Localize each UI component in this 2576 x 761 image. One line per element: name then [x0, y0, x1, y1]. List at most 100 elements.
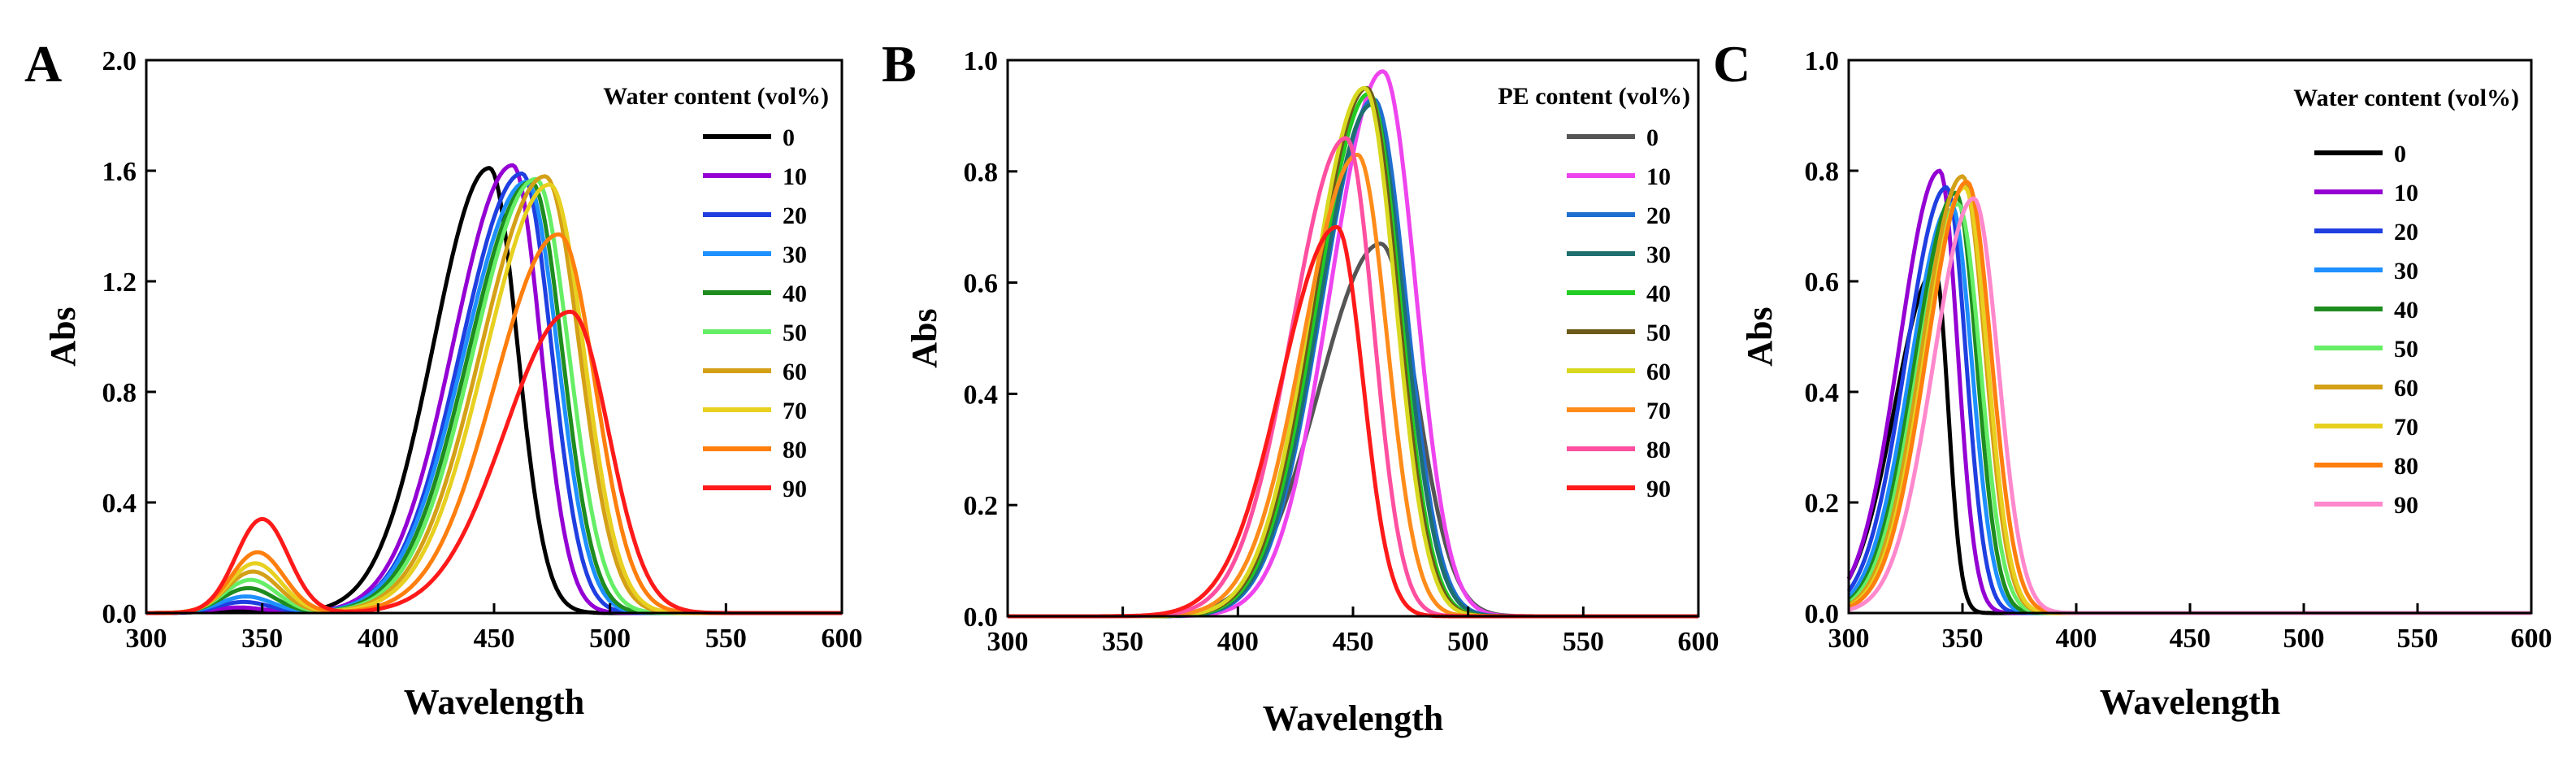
panel-b-x-tick-label: 500: [1447, 627, 1489, 657]
panel-a-series-40-line: [146, 180, 842, 615]
panel-b-series-80-line: [1008, 136, 1698, 619]
panel-b-legend-label-20: 20: [1646, 202, 1671, 229]
panel-b-series-90-line: [1008, 224, 1698, 619]
panel-b-x-tick-label: 300: [987, 627, 1029, 657]
panel-c-legend-label-20: 20: [2394, 219, 2418, 246]
panel-a-series-50-line: [146, 176, 842, 615]
panel-a-legend-title: Water content (vol%): [603, 83, 829, 110]
panel-b-series-40-line: [1008, 91, 1698, 619]
panel-b-legend-label-60: 60: [1646, 359, 1671, 385]
panel-c-legend-label-10: 10: [2394, 180, 2418, 207]
panel-b-legend-title: PE content (vol%): [1498, 83, 1690, 110]
panel-a-y-tick-label: 1.2: [102, 267, 137, 298]
panel-b-legend-label-40: 40: [1646, 280, 1671, 307]
panel-c-x-tick-label: 600: [2511, 624, 2552, 654]
panel-b-legend-label-70: 70: [1646, 398, 1671, 424]
panel-a-x-tick-label: 450: [474, 624, 515, 654]
panel-c-y-tick-label: 0.4: [1805, 378, 1840, 408]
panel-b-x-ticks: 300 350 400 450 500 550 600: [987, 607, 1720, 657]
panel-b-series-30-line: [1008, 102, 1698, 619]
panel-c-y-axis-label: Abs: [1740, 307, 1780, 366]
panel-a-x-tick-label: 350: [241, 624, 283, 654]
panel-a-y-tick-label: 2.0: [102, 46, 137, 76]
panel-a-series-90-line: [146, 309, 842, 615]
panel-c-x-tick-label: 450: [2170, 624, 2211, 654]
panel-a-x-tick-label: 600: [822, 624, 863, 654]
panel-c-y-tick-label: 0.6: [1805, 267, 1840, 298]
panel-b-legend-label-90: 90: [1646, 476, 1671, 502]
panel-a-chart: A 300 350 400 450 500 550 600 0.00.40.81.21.62…: [24, 35, 863, 722]
panel-c-legend-label-50: 50: [2394, 336, 2418, 363]
panel-a-legend-label-90: 90: [783, 476, 807, 502]
panel-b-y-tick-label: 0.4: [964, 380, 999, 410]
panel-b-x-tick-label: 450: [1333, 627, 1374, 657]
panel-c-series-0-line: [1846, 267, 2531, 615]
panel-b-x-tick-label: 400: [1217, 627, 1259, 657]
panel-b-y-tick-label: 1.0: [964, 46, 999, 76]
panel-b-chart: B 300 350 400 450 500 550 600 0.00.20.40.60.81…: [882, 35, 1720, 738]
panel-b-y-tick-label: 0.0: [964, 602, 999, 633]
panel-b-legend: 0 10 20 30 40 50 60 70 80 90: [1567, 124, 1671, 502]
panel-c-legend-label-0: 0: [2394, 141, 2406, 167]
panel-c-x-tick-label: 500: [2283, 624, 2325, 654]
panel-b-y-tick-label: 0.8: [964, 158, 999, 188]
panel-a-legend-label-10: 10: [783, 163, 807, 190]
panel-c-y-tick-label: 0.2: [1805, 489, 1840, 519]
panel-c-x-tick-label: 550: [2397, 624, 2439, 654]
panel-c-curves: [1846, 168, 2531, 615]
panel-b-series-50-line: [1008, 85, 1698, 619]
panel-a-legend-label-80: 80: [783, 437, 807, 463]
panel-c-x-axis-label: Wavelength: [2100, 682, 2280, 722]
panel-a-x-tick-label: 550: [705, 624, 747, 654]
panel-b-y-ticks: 0.0 0.2 0.4 0.6 0.8 1.0: [964, 46, 1017, 633]
panel-b-curves: [1008, 69, 1698, 619]
panel-a-x-tick-label: 300: [126, 624, 167, 654]
panel-c-legend-label-60: 60: [2394, 375, 2418, 402]
panel-c-series-10-line: [1846, 168, 2531, 615]
panel-c-y-tick-label: 1.0: [1805, 46, 1840, 76]
panel-a-legend: 0 10 20 30 40 50 60 70 80 90: [703, 124, 807, 502]
panel-a-x-tick-label: 500: [589, 624, 631, 654]
panel-c-x-ticks: 300 350 400 450 500 550 600: [1828, 603, 2552, 654]
panel-a-legend-label-0: 0: [783, 124, 795, 151]
panel-b-legend-label-0: 0: [1646, 124, 1659, 151]
panel-a-x-ticks: 300 350 400 450 500 550 600: [126, 603, 863, 654]
panel-c-legend-label-40: 40: [2394, 297, 2418, 324]
panel-c-letter: C: [1713, 35, 1750, 93]
panel-b-series-60-line: [1008, 85, 1698, 619]
panel-b-y-tick-label: 0.2: [964, 491, 999, 521]
panel-a-legend-label-20: 20: [783, 202, 807, 229]
panel-c-y-tick-label: 0.8: [1805, 157, 1840, 187]
panel-c-series-90-line: [1848, 196, 2531, 615]
panel-c-y-ticks: 0.0 0.2 0.4 0.6 0.8 1.0: [1805, 46, 1858, 629]
panel-c-legend: 0 10 20 30 40 50 60 70 80 90: [2314, 141, 2418, 519]
panel-a-x-tick-label: 400: [358, 624, 399, 654]
panel-c-legend-label-90: 90: [2394, 492, 2418, 519]
panel-a-legend-label-40: 40: [783, 280, 807, 307]
panel-c-chart: C 300 350 400 450 500 550 600 0.00.20.40.60.81…: [1713, 35, 2552, 722]
panel-b-y-axis-label: Abs: [904, 308, 944, 367]
panel-b-y-tick-label: 0.6: [964, 269, 999, 299]
panel-c-y-tick-label: 0.0: [1805, 599, 1840, 629]
panel-b-series-70-line: [1008, 152, 1698, 619]
panel-c-x-tick-label: 350: [1942, 624, 1984, 654]
panel-a-letter: A: [24, 35, 62, 93]
panel-c-x-tick-label: 400: [2056, 624, 2097, 654]
panel-a-y-tick-label: 0.8: [102, 378, 137, 408]
panel-b-x-tick-label: 550: [1563, 627, 1604, 657]
panel-c-legend-label-30: 30: [2394, 258, 2418, 285]
panel-a-y-axis-label: Abs: [43, 307, 83, 366]
panel-c-frame: [1847, 59, 2533, 615]
panel-c-x-tick-label: 300: [1828, 624, 1870, 654]
panel-a-legend-label-70: 70: [783, 398, 807, 424]
panel-a-y-tick-label: 0.4: [102, 489, 137, 519]
panel-a-legend-label-30: 30: [783, 241, 807, 268]
panel-a-curves: [146, 163, 842, 615]
panel-a-y-ticks: 0.0 0.4 0.8 1.2 1.6 2.0: [102, 46, 156, 629]
panel-b-x-axis-label: Wavelength: [1263, 698, 1443, 738]
panel-b-x-tick-label: 350: [1102, 627, 1143, 657]
panel-b-letter: B: [882, 35, 917, 93]
panel-b-legend-label-50: 50: [1646, 320, 1671, 346]
panel-c-legend-title: Water content (vol%): [2293, 85, 2519, 111]
